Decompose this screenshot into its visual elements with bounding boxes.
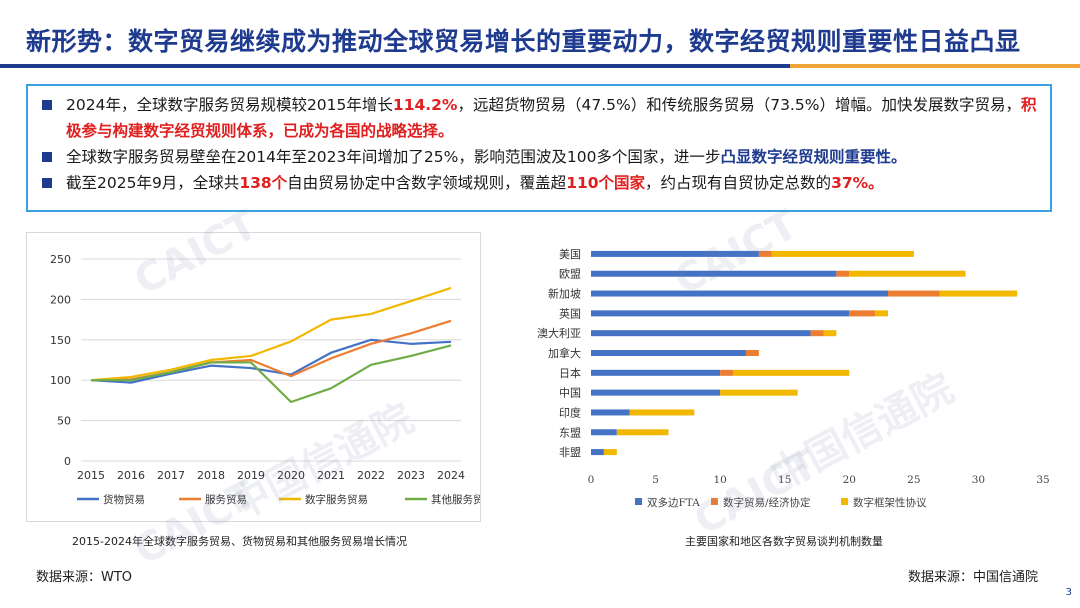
- bullet-square-icon: [42, 178, 52, 188]
- x-tick-label: 30: [972, 474, 985, 486]
- x-tick-label: 15: [778, 474, 791, 486]
- bar-segment: [733, 369, 850, 376]
- legend-label: 数字贸易/经济协定: [723, 496, 811, 509]
- x-tick-label: 2024: [437, 469, 465, 482]
- page-title: 新形势：数字贸易继续成为推动全球贸易增长的重要动力，数字经贸规则重要性日益凸显: [26, 27, 1021, 56]
- page-number: 3: [1065, 587, 1072, 598]
- title-divider-orange: [790, 64, 1080, 68]
- bar-segment: [591, 350, 746, 356]
- x-tick-label: 2023: [397, 469, 425, 482]
- category-label: 新加坡: [548, 287, 581, 301]
- right-chart-caption: 主要国家和地区各数字贸易谈判机制数量: [685, 535, 883, 548]
- title-divider-blue: [0, 64, 790, 68]
- legend-label: 数字框架性协议: [853, 496, 927, 509]
- line-chart-panel: 0 50 100 150 200 250 2015 2016 2017 2018 2019 2020 2…: [26, 232, 494, 522]
- bar-segment: [745, 350, 759, 356]
- category-label: 中国: [559, 387, 581, 400]
- bar-segment: [720, 369, 734, 376]
- x-tick-label: 2018: [197, 469, 225, 482]
- x-tick-label: 35: [1036, 474, 1049, 486]
- category-label: 美国: [559, 248, 581, 261]
- series-line: [91, 344, 452, 404]
- x-tick-label: 2022: [357, 469, 385, 482]
- key-point-text: 2024年，全球数字服务贸易规模较2015年增长114.2%，远超货物贸易（47…: [66, 96, 1037, 140]
- bar-segment: [771, 250, 914, 257]
- negotiation-bar-chart: 0 5 10 15 20 25 30 35 美国欧盟新加坡英国澳大利亚加拿大日本中国印度东盟非盟…: [537, 248, 1050, 509]
- bar-segment: [758, 250, 772, 257]
- legend-label: 数字服务贸易: [305, 493, 368, 506]
- category-label: 印度: [559, 405, 581, 419]
- bar-segment: [591, 409, 630, 416]
- bar-segment: [591, 449, 604, 456]
- legend-swatch: [711, 498, 718, 505]
- legend-swatch: [841, 498, 848, 505]
- legend-label: 双多边FTA: [647, 496, 700, 509]
- category-label: 澳大利亚: [537, 326, 581, 340]
- category-label: 东盟: [559, 426, 581, 439]
- bar-segment: [888, 290, 940, 297]
- category-label: 英国: [559, 306, 581, 320]
- bar-chart-panel: 0 5 10 15 20 25 30 35 美国欧盟新加坡英国澳大利亚加拿大日本中国印度东盟非盟…: [525, 240, 1055, 520]
- key-point-text: 截至2025年9月，全球共138个自由贸易协定中含数字领域规则，覆盖超110个国…: [66, 174, 884, 192]
- y-tick-label: 250: [50, 253, 71, 266]
- x-tick-label: 2016: [117, 469, 145, 482]
- key-point-text: 全球数字服务贸易壁垒在2014年至2023年间增加了25%，影响范围波及100多…: [66, 148, 907, 166]
- key-point-1: 2024年，全球数字服务贸易规模较2015年增长114.2%，远超货物贸易（47…: [38, 92, 1040, 144]
- x-tick-label: 2015: [77, 469, 105, 482]
- key-point-2: 全球数字服务贸易壁垒在2014年至2023年间增加了25%，影响范围波及100多…: [38, 144, 1040, 170]
- y-tick-label: 50: [57, 415, 71, 428]
- bar-segment: [823, 330, 837, 337]
- category-label: 日本: [559, 366, 581, 380]
- bar-segment: [591, 250, 759, 257]
- x-tick-label: 10: [713, 474, 726, 486]
- x-tick-label: 2021: [317, 469, 345, 482]
- bar-segment: [629, 409, 695, 416]
- bar-segment: [603, 449, 617, 456]
- bar-segment: [810, 330, 824, 337]
- y-tick-label: 200: [50, 293, 71, 306]
- left-data-source: 数据来源：WTO: [36, 570, 133, 585]
- bar-segment: [939, 290, 1018, 297]
- bar-segment: [591, 310, 850, 317]
- category-label: 加拿大: [548, 346, 581, 360]
- key-points-box: 2024年，全球数字服务贸易规模较2015年增长114.2%，远超货物贸易（47…: [26, 84, 1052, 212]
- bar-segment: [720, 389, 798, 396]
- growth-line-chart: 0 50 100 150 200 250 2015 2016 2017 2018 2019 2020 2…: [50, 253, 494, 506]
- bar-segment: [591, 290, 889, 297]
- left-chart-caption: 2015-2024年全球数字服务贸易、货物贸易和其他服务贸易增长情况: [72, 535, 407, 548]
- category-label: 欧盟: [559, 268, 581, 281]
- bar-segment: [591, 270, 837, 277]
- key-point-3: 截至2025年9月，全球共138个自由贸易协定中含数字领域规则，覆盖超110个国…: [38, 170, 1040, 196]
- x-tick-label: 2020: [277, 469, 305, 482]
- x-tick-label: 2019: [237, 469, 265, 482]
- series-line: [90, 338, 452, 384]
- y-tick-label: 0: [64, 455, 71, 468]
- x-tick-label: 2017: [157, 469, 185, 482]
- category-label: 非盟: [559, 446, 581, 459]
- x-tick-label: 25: [907, 474, 920, 486]
- legend-swatch: [635, 498, 642, 505]
- bullet-square-icon: [42, 100, 52, 110]
- bar-segment: [591, 330, 811, 337]
- right-data-source: 数据来源：中国信通院: [908, 570, 1039, 585]
- bullet-square-icon: [42, 152, 52, 162]
- y-tick-label: 100: [50, 374, 71, 387]
- x-tick-label: 20: [843, 474, 856, 486]
- series-line: [90, 286, 452, 382]
- bar-segment: [616, 429, 669, 436]
- x-tick-label: 0: [588, 474, 595, 486]
- legend-label: 服务贸易: [205, 493, 247, 506]
- bar-segment: [836, 270, 850, 277]
- bar-segment: [591, 369, 721, 376]
- y-tick-label: 150: [50, 334, 71, 347]
- bar-segment: [591, 389, 721, 396]
- bar-segment: [875, 310, 889, 317]
- legend-label: 货物贸易: [103, 493, 145, 506]
- bar-segment: [591, 429, 617, 436]
- bar-segment: [849, 310, 876, 317]
- x-tick-label: 5: [652, 474, 659, 486]
- legend-label: 其他服务贸易: [431, 493, 480, 506]
- bar-segment: [849, 270, 966, 277]
